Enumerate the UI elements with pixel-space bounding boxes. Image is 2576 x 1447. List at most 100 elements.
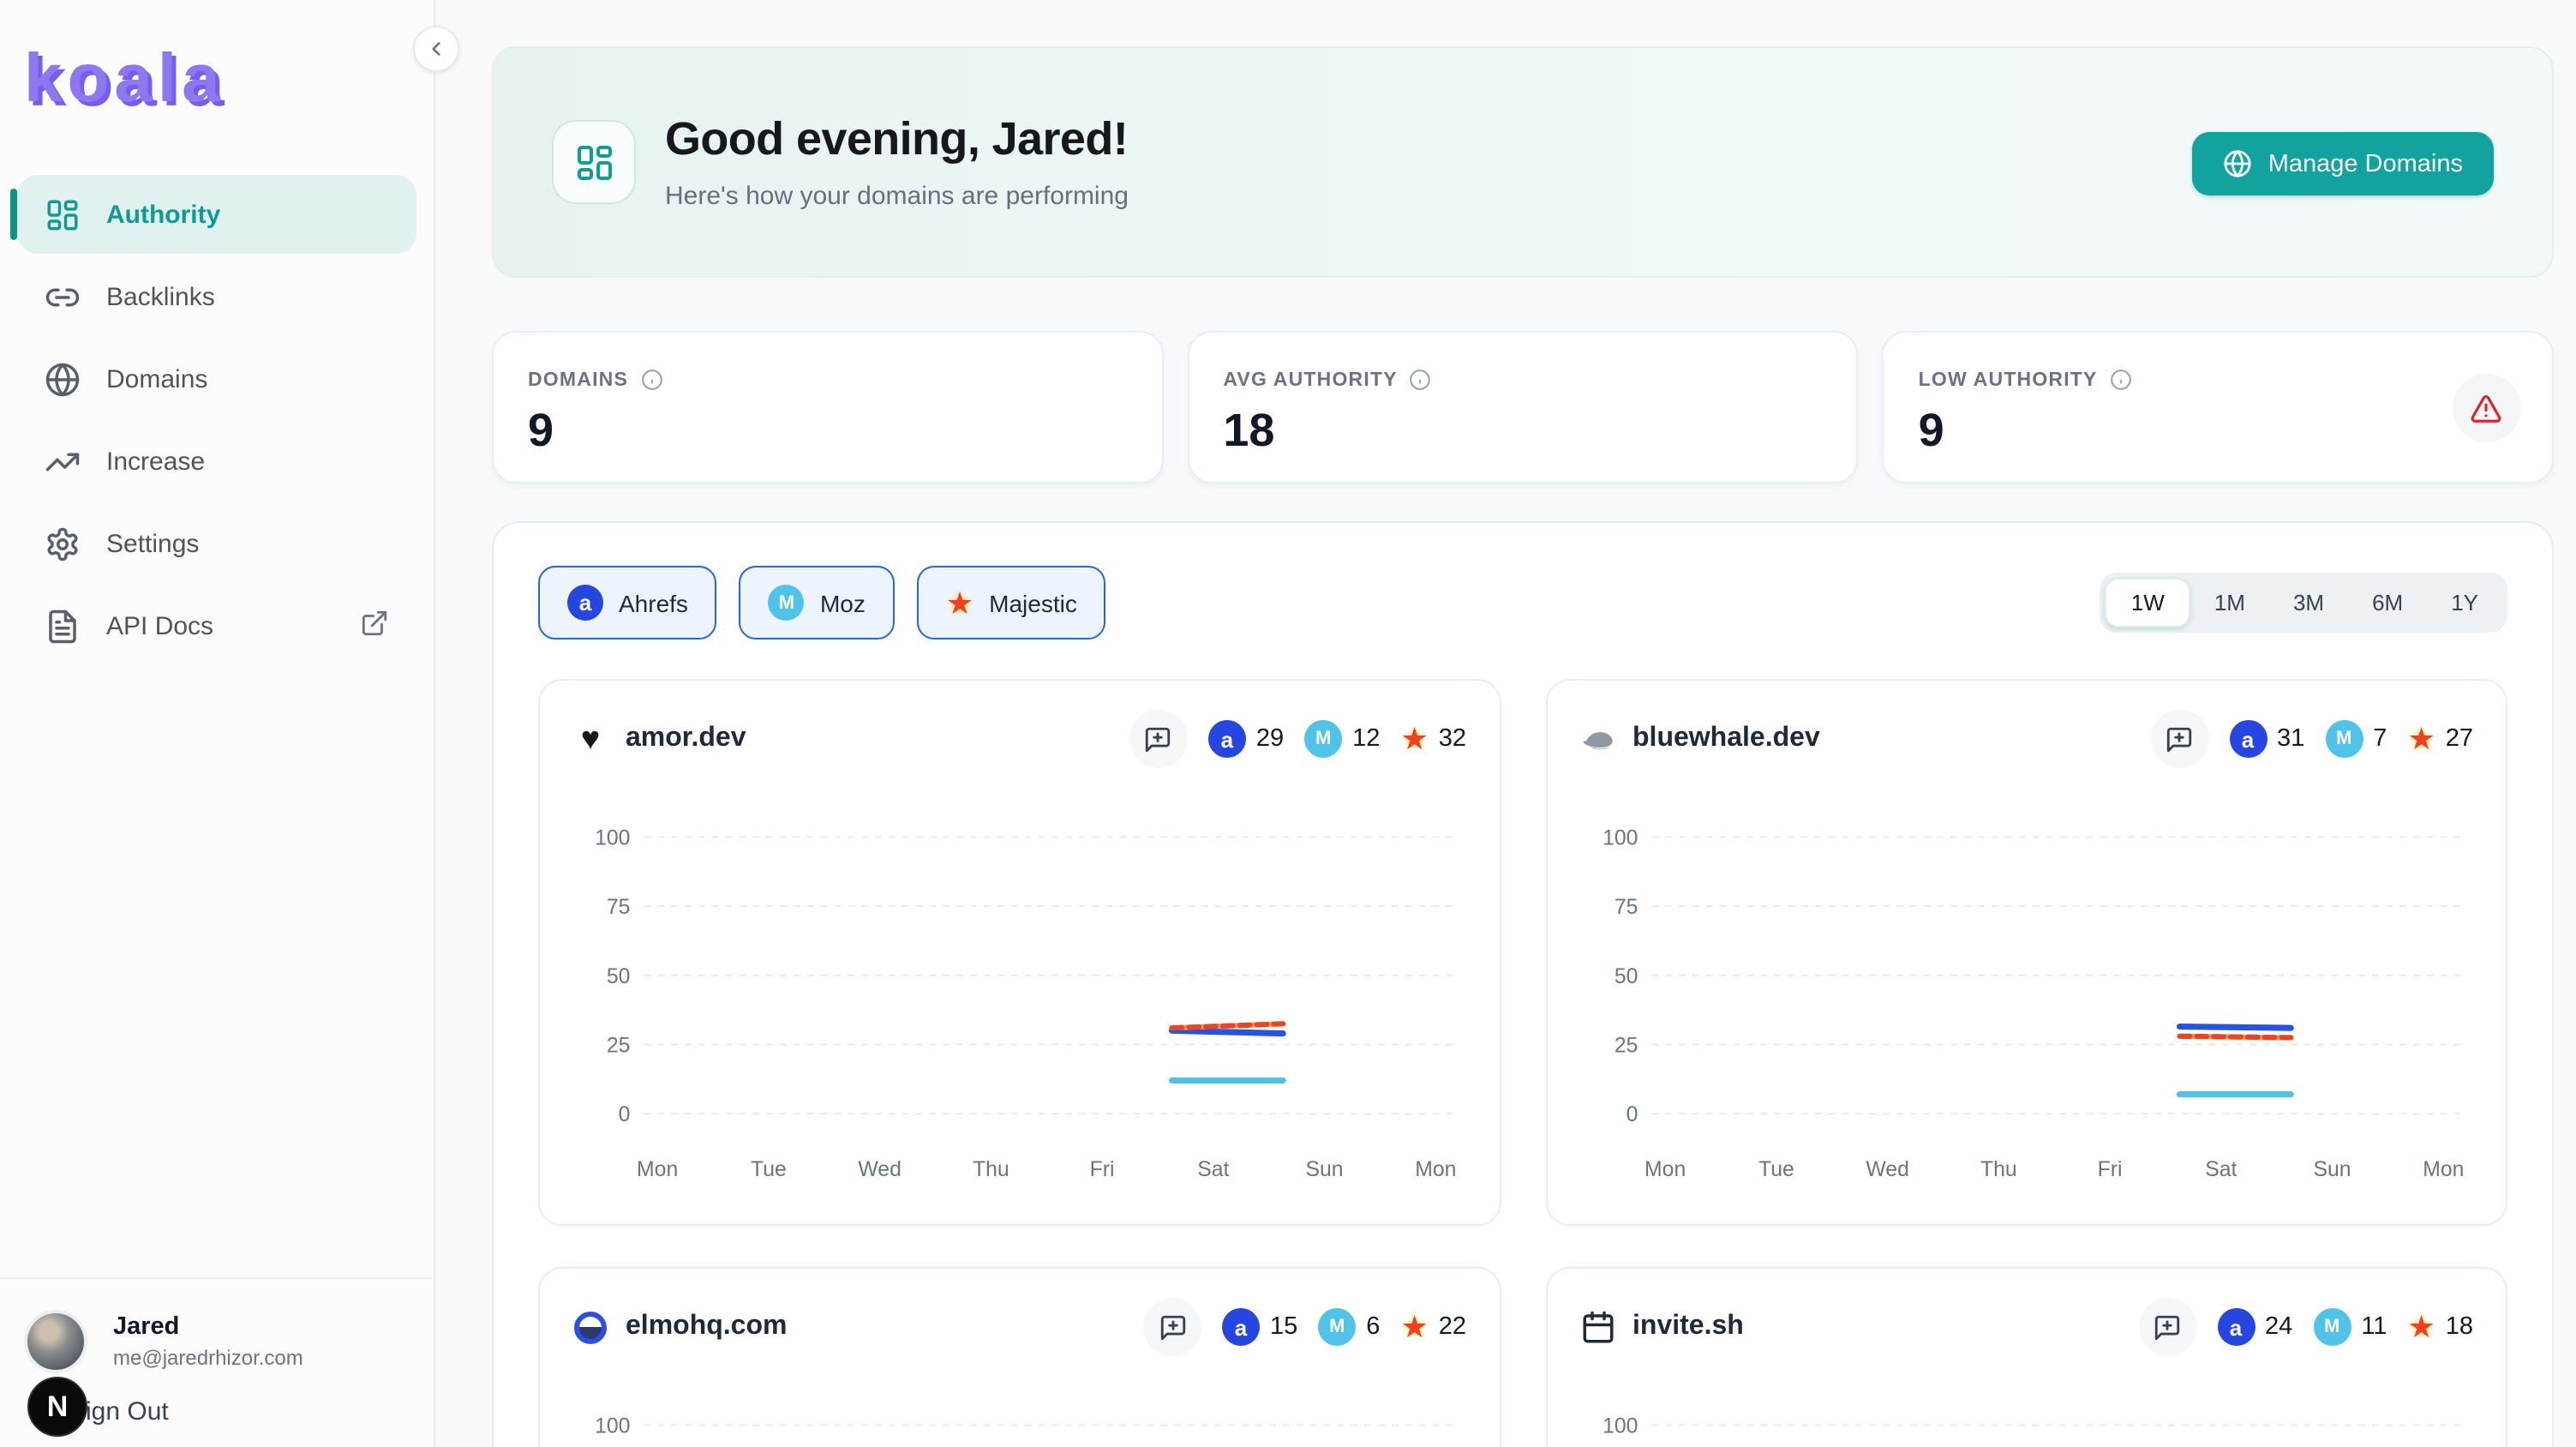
moz-icon: M <box>768 585 805 621</box>
domain-title: elmohq.com <box>626 1312 788 1341</box>
sidebar-item-label: Authority <box>106 200 221 229</box>
majestic-score-badge: ★ 32 <box>1400 722 1466 756</box>
svg-text:Wed: Wed <box>858 1157 901 1181</box>
stat-card-avg-authority: AVG AUTHORITY 18 <box>1187 331 1859 483</box>
stat-value: 18 <box>1223 405 1275 456</box>
message-square-plus-icon <box>2166 726 2192 752</box>
sidebar-item-authority[interactable]: Authority <box>10 175 416 254</box>
warning-bubble <box>2452 374 2521 442</box>
stat-label: LOW AUTHORITY <box>1918 369 2098 390</box>
range-6m[interactable]: 6M <box>2372 590 2404 615</box>
moz-icon: M <box>2325 720 2363 758</box>
gear-icon <box>47 526 78 561</box>
layout-dashboard-icon <box>577 145 611 179</box>
svg-text:Fri: Fri <box>2097 1157 2122 1181</box>
svg-text:Sat: Sat <box>1197 1157 1229 1181</box>
user-name: Jared <box>113 1313 180 1341</box>
svg-text:Wed: Wed <box>1865 1157 1908 1181</box>
sidebar-item-api-docs[interactable]: API Docs <box>17 586 416 665</box>
add-note-button[interactable] <box>2138 1298 2197 1356</box>
sidebar-item-label: API Docs <box>106 611 214 640</box>
sidebar: koala Authority Backlinks Domains Increa… <box>0 0 435 1447</box>
range-3m[interactable]: 3M <box>2292 590 2325 615</box>
time-range-selector: 1W 1M 3M 6M 1Y <box>2100 573 2507 633</box>
filter-chip-ahrefs[interactable]: a Ahrefs <box>538 566 717 639</box>
domain-title: invite.sh <box>1632 1312 1744 1341</box>
svg-text:0: 0 <box>1626 1102 1638 1126</box>
greeting-subtitle: Here's how your domains are performing <box>665 182 1129 211</box>
svg-text:100: 100 <box>595 826 630 850</box>
globe-icon <box>45 362 80 396</box>
range-1m[interactable]: 1M <box>2214 590 2245 615</box>
ahrefs-score-badge: a 31 <box>2229 720 2304 758</box>
file-text-icon <box>49 609 76 643</box>
majestic-star-icon: ★ <box>1400 1310 1429 1344</box>
layout-dashboard-icon <box>45 196 81 232</box>
moz-icon: M <box>2313 1308 2351 1346</box>
trending-up-icon <box>45 452 80 471</box>
koala-logo: koala <box>24 41 225 117</box>
info-icon[interactable] <box>2110 369 2132 391</box>
svg-text:25: 25 <box>607 1033 631 1057</box>
sidebar-item-increase[interactable]: Increase <box>17 422 416 501</box>
info-icon[interactable] <box>1410 369 1432 391</box>
message-square-plus-icon <box>1159 1314 1185 1340</box>
moz-score-badge: M 12 <box>1304 720 1380 758</box>
majestic-score-badge: ★ 22 <box>1400 1310 1466 1344</box>
moz-icon: M <box>1318 1308 1357 1346</box>
sidebar-item-settings[interactable]: Settings <box>17 504 416 583</box>
svg-text:Tue: Tue <box>1758 1157 1794 1181</box>
svg-text:75: 75 <box>607 895 631 919</box>
filter-chip-majestic[interactable]: ★ Majestic <box>916 566 1106 639</box>
add-note-button[interactable] <box>1129 710 1188 768</box>
svg-text:Tue: Tue <box>751 1157 787 1181</box>
svg-text:100: 100 <box>1602 826 1637 850</box>
triangle-alert-icon <box>2471 394 2502 422</box>
majestic-score-badge: ★ 27 <box>2407 722 2473 756</box>
ahrefs-score-badge: a 24 <box>2217 1308 2292 1346</box>
sidebar-nav: Authority Backlinks Domains Increase Set… <box>0 171 434 669</box>
range-1w[interactable]: 1W <box>2105 578 2190 627</box>
sidebar-item-backlinks[interactable]: Backlinks <box>17 257 416 336</box>
svg-text:Mon: Mon <box>2422 1157 2463 1181</box>
svg-text:Sun: Sun <box>1306 1157 1344 1181</box>
moz-icon: M <box>1304 720 1343 758</box>
domain-grid: ♥ amor.dev a 29 M 12 ★ 32 0 25 50 75 100 Mon Tue W… <box>538 679 2507 1447</box>
ahrefs-icon: a <box>567 585 603 621</box>
message-square-plus-icon <box>2154 1314 2180 1340</box>
nextjs-dev-badge[interactable]: N <box>27 1377 87 1437</box>
sidebar-collapse-button[interactable] <box>413 26 459 72</box>
moz-score-badge: M 11 <box>2313 1308 2387 1346</box>
range-1y[interactable]: 1Y <box>2451 590 2478 615</box>
svg-text:Mon: Mon <box>1415 1157 1456 1181</box>
add-note-button[interactable] <box>1143 1298 1201 1356</box>
stat-value: 9 <box>1918 405 1944 456</box>
link-icon <box>45 287 80 306</box>
stat-label: DOMAINS <box>528 369 629 390</box>
domain-title: amor.dev <box>626 724 746 753</box>
info-icon[interactable] <box>640 369 662 391</box>
sidebar-item-label: Increase <box>106 447 206 476</box>
chevron-left-icon <box>432 42 440 56</box>
ahrefs-icon: a <box>1207 720 1246 758</box>
user-area: Jared me@jaredrhizor.com Sign Out N <box>0 1277 432 1447</box>
manage-domains-button[interactable]: Manage Domains <box>2192 132 2494 195</box>
add-note-button[interactable] <box>2150 710 2208 768</box>
filter-chip-moz[interactable]: M Moz <box>739 566 895 639</box>
svg-text:50: 50 <box>1614 964 1638 988</box>
svg-text:50: 50 <box>607 964 631 988</box>
majestic-star-icon: ★ <box>2407 722 2435 756</box>
ahrefs-score-badge: a 15 <box>1222 1308 1297 1346</box>
sidebar-item-domains[interactable]: Domains <box>17 339 416 418</box>
majestic-star-icon: ★ <box>2407 1310 2435 1344</box>
manage-domains-label: Manage Domains <box>2267 150 2463 177</box>
stats-row: DOMAINS 9 AVG AUTHORITY 18 LOW AUTHORITY… <box>492 331 2554 483</box>
stat-label: AVG AUTHORITY <box>1223 369 1398 390</box>
globe-icon <box>2225 150 2252 178</box>
provider-filters: a Ahrefs M Moz ★ Majestic <box>538 566 1106 639</box>
